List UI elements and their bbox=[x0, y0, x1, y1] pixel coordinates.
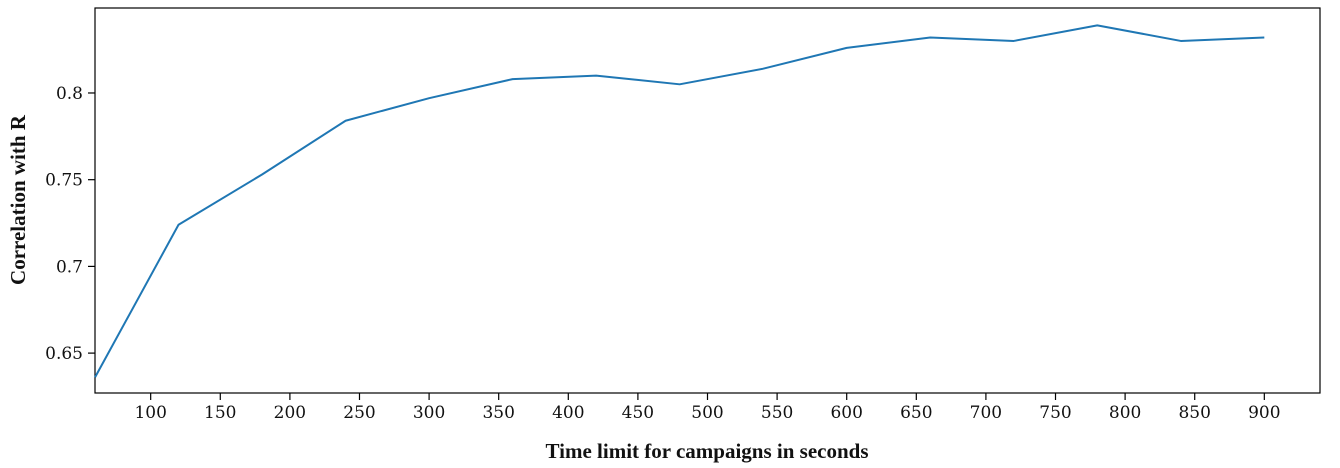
x-tick-label: 350 bbox=[482, 403, 514, 423]
x-tick-label: 450 bbox=[622, 403, 654, 423]
x-tick-label: 900 bbox=[1248, 403, 1280, 423]
y-tick-label: 0.7 bbox=[56, 257, 83, 277]
x-tick-label: 100 bbox=[134, 403, 166, 423]
x-tick-label: 500 bbox=[691, 403, 723, 423]
y-axis-title: Correlation with R bbox=[6, 114, 30, 285]
x-tick-label: 650 bbox=[900, 403, 932, 423]
y-axis: 0.65 0.7 0.75 0.8 bbox=[45, 84, 95, 364]
x-tick-label: 200 bbox=[274, 403, 306, 423]
x-tick-label: 400 bbox=[552, 403, 584, 423]
x-tick-label: 250 bbox=[343, 403, 375, 423]
y-tick-label: 0.8 bbox=[56, 84, 83, 104]
x-tick-label: 800 bbox=[1109, 403, 1141, 423]
x-tick-label: 150 bbox=[204, 403, 236, 423]
x-tick-label: 550 bbox=[761, 403, 793, 423]
series-layer bbox=[94, 24, 1265, 378]
x-tick-label: 850 bbox=[1178, 403, 1210, 423]
x-tick-label: 750 bbox=[1039, 403, 1071, 423]
y-tick-label: 0.65 bbox=[45, 344, 83, 364]
x-tick-label: 300 bbox=[413, 403, 445, 423]
x-tick-label: 700 bbox=[970, 403, 1002, 423]
x-axis: 100 150 200 250 300 350 400 450 500 550 600 650 700 7… bbox=[134, 393, 1281, 423]
x-axis-title: Time limit for campaigns in seconds bbox=[546, 439, 869, 463]
series-line bbox=[94, 24, 1265, 378]
y-tick-label: 0.75 bbox=[45, 171, 83, 191]
plot-area-frame bbox=[94, 7, 1321, 394]
x-tick-label: 600 bbox=[830, 403, 862, 423]
